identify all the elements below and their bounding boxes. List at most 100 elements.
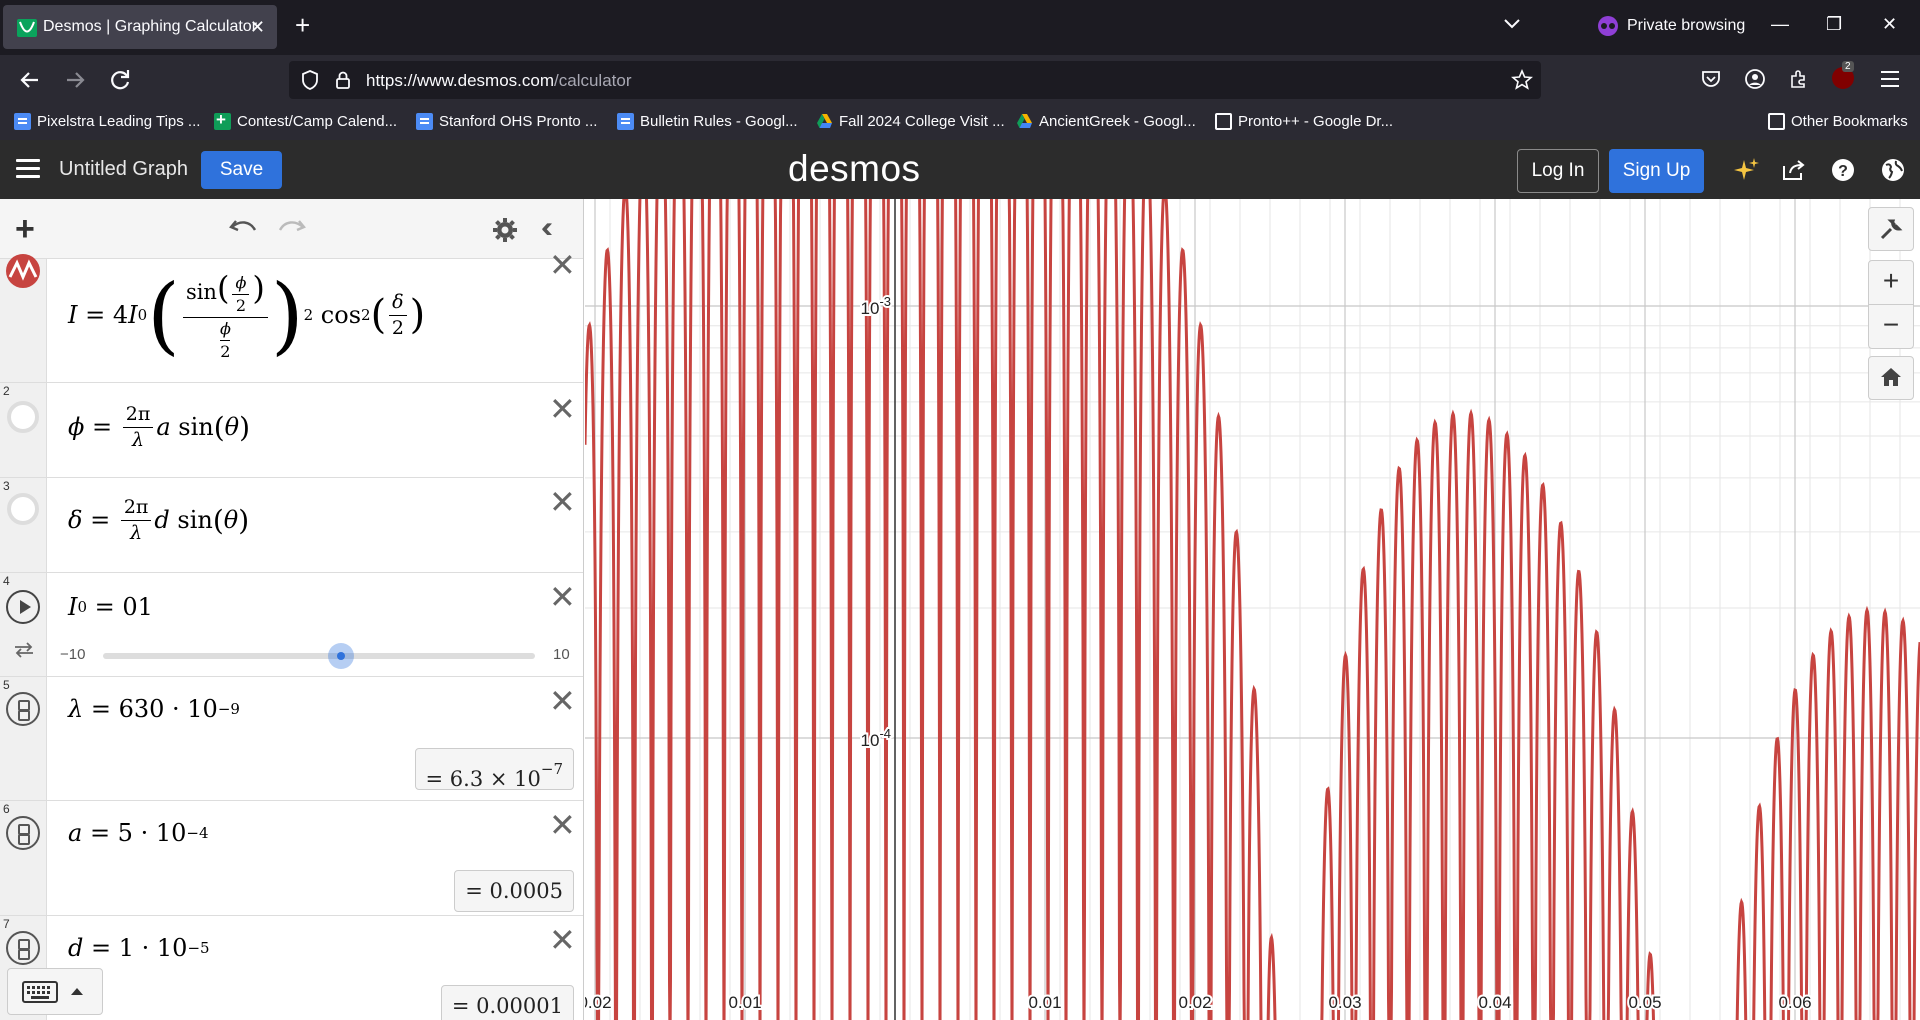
signup-button[interactable]: Sign Up	[1609, 149, 1704, 193]
tab-close-icon[interactable]: ✕	[249, 17, 265, 37]
graph-settings-button[interactable]	[1868, 207, 1914, 251]
login-button[interactable]: Log In	[1517, 149, 1599, 193]
graph-title[interactable]: Untitled Graph	[59, 158, 188, 180]
minimize-icon[interactable]: —	[1771, 14, 1789, 34]
delete-expression-icon[interactable]: ✕	[549, 807, 576, 843]
list-tabs-chevron-icon[interactable]	[1503, 18, 1521, 30]
expression-row[interactable]: 3 ✕ δ = 2π λ d sin(θ)	[0, 478, 583, 573]
zoom-in-button[interactable]: +	[1868, 260, 1914, 305]
bookmark-item[interactable]: AncientGreek - Googl...	[1016, 113, 1196, 130]
zoom-out-button[interactable]: −	[1868, 304, 1914, 349]
expression-row[interactable]: 7 ✕ d = 1 · 10 −5 = 0.00001	[0, 916, 583, 1020]
caret-up-icon	[71, 988, 83, 995]
tracking-shield-icon[interactable]	[301, 70, 319, 90]
delete-expression-icon[interactable]: ✕	[549, 484, 576, 520]
expression-index: 7	[3, 917, 10, 931]
delete-expression-icon[interactable]: ✕	[549, 579, 576, 615]
minor-gridlines	[585, 199, 1920, 1020]
slider-handle[interactable]	[327, 643, 354, 669]
account-icon[interactable]	[1744, 68, 1766, 90]
forward-icon[interactable]	[62, 67, 88, 93]
expression-gutter: 4	[0, 573, 47, 676]
intensity-curve[interactable]	[585, 199, 1920, 1020]
y-tick-label: 10-3	[861, 294, 891, 318]
language-globe-icon[interactable]	[1880, 157, 1906, 183]
private-mask-icon	[1598, 16, 1618, 36]
delete-expression-icon[interactable]: ✕	[549, 683, 576, 719]
play-slider-icon[interactable]	[6, 590, 40, 624]
default-view-button[interactable]	[1868, 356, 1914, 400]
graph-area[interactable]: 0.02 0.01 0.01 0.02 0.03 0.04 0.05 0.06 10-3 10-4	[585, 199, 1920, 1020]
delete-expression-icon[interactable]: ✕	[549, 247, 576, 283]
doc-icon	[416, 113, 433, 130]
expression-row[interactable]: 6 ✕ a = 5 · 10 −4 = 0.0005	[0, 801, 583, 916]
hidden-graph-toggle[interactable]	[7, 493, 39, 525]
slider-min[interactable]: −10	[60, 646, 86, 663]
drive-icon	[817, 114, 832, 128]
app-menu-icon[interactable]	[1881, 71, 1899, 87]
slider-max[interactable]: 10	[553, 646, 570, 663]
extensions-icon[interactable]	[1788, 68, 1810, 90]
expression-math[interactable]: d = 1 · 10 −5	[68, 934, 210, 962]
main-menu-icon[interactable]	[16, 159, 40, 179]
bookmark-item[interactable]: Pixelstra Leading Tips ...	[14, 113, 200, 130]
expression-math[interactable]: ϕ = 2π λ a sin(θ)	[68, 403, 251, 451]
number-icon	[6, 816, 40, 850]
x-tick-label: 0.01	[1028, 993, 1061, 1012]
bookmark-item[interactable]: Pronto++ - Google Dr...	[1215, 113, 1393, 130]
bookmark-item[interactable]: Bulletin Rules - Googl...	[617, 113, 798, 130]
share-icon[interactable]	[1781, 157, 1807, 183]
window-close-icon[interactable]: ✕	[1882, 14, 1898, 34]
sparkle-icon[interactable]	[1734, 157, 1760, 183]
browser-tab[interactable]: Desmos | Graphing Calculator ✕	[3, 5, 277, 49]
save-button[interactable]: Save	[201, 151, 282, 189]
x-tick-label: 0.03	[1328, 993, 1361, 1012]
back-icon[interactable]	[17, 67, 43, 93]
expression-math[interactable]: a = 5 · 10 −4	[68, 819, 209, 847]
x-tick-label: 0.05	[1628, 993, 1661, 1012]
other-bookmarks[interactable]: Other Bookmarks	[1768, 113, 1908, 130]
globe-icon	[1215, 113, 1232, 130]
expression-row[interactable]: 2 ✕ ϕ = 2π λ a sin(θ)	[0, 383, 583, 478]
slider-track[interactable]	[103, 643, 535, 669]
url-bar[interactable]: https://www.desmos.com/calculator	[289, 61, 1541, 99]
keyboard-toggle[interactable]	[7, 968, 103, 1015]
expression-math[interactable]: δ = 2π λ d sin(θ)	[68, 496, 250, 544]
new-tab-icon[interactable]: +	[295, 10, 311, 40]
evaluation-result: = 0.00001	[440, 985, 574, 1020]
pocket-icon[interactable]	[1700, 68, 1722, 90]
expression-row[interactable]: 5 ✕ λ = 630 · 10 −9 = 6.3 × 10−7	[0, 677, 583, 801]
loop-mode-icon[interactable]	[13, 641, 35, 659]
bookmark-item[interactable]: Contest/Camp Calend...	[214, 110, 397, 130]
desmos-header: Untitled Graph Save desmos Log In Sign U…	[0, 140, 1920, 199]
hidden-graph-toggle[interactable]	[7, 401, 39, 433]
bookmark-item[interactable]: Stanford OHS Pronto ...	[416, 113, 597, 130]
graph-canvas[interactable]: 0.02 0.01 0.01 0.02 0.03 0.04 0.05 0.06 10-3 10-4	[585, 199, 1920, 1020]
reload-icon[interactable]	[107, 67, 133, 93]
doc-icon	[617, 113, 634, 130]
delete-expression-icon[interactable]: ✕	[549, 391, 576, 427]
bookmark-item[interactable]: Fall 2024 College Visit ...	[816, 113, 1005, 130]
expression-math[interactable]: λ = 630 · 10 −9	[68, 695, 240, 723]
bookmark-star-icon[interactable]	[1511, 69, 1533, 91]
ublock-badge: 2	[1842, 61, 1854, 72]
restore-icon[interactable]: ❐	[1826, 14, 1843, 34]
add-item-icon[interactable]: +	[15, 210, 35, 248]
bookmarks-toolbar: Pixelstra Leading Tips ... Contest/Camp …	[0, 105, 1920, 140]
collapse-list-icon[interactable]: ‹‹	[541, 211, 553, 244]
settings-gear-icon[interactable]	[491, 216, 519, 244]
redo-icon[interactable]	[277, 216, 307, 240]
lock-icon[interactable]	[335, 70, 351, 90]
x-tick-label: 0.06	[1778, 993, 1811, 1012]
help-icon[interactable]: ?	[1830, 157, 1856, 183]
delete-expression-icon[interactable]: ✕	[549, 922, 576, 958]
undo-icon[interactable]	[228, 216, 258, 240]
ublock-icon[interactable]: 2	[1832, 61, 1854, 89]
expression-index: 2	[3, 384, 10, 398]
evaluation-result: = 0.0005	[454, 870, 574, 912]
graph-color-icon[interactable]	[5, 253, 41, 289]
